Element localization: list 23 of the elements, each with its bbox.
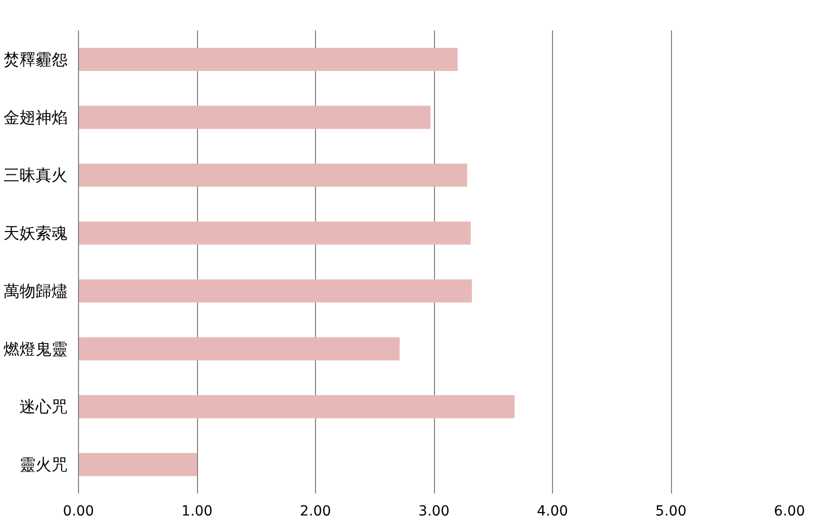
y-tick-label: 燃燈鬼靈 bbox=[4, 339, 68, 358]
y-tick-label: 三昧真火 bbox=[4, 166, 68, 185]
bar bbox=[78, 106, 430, 129]
x-tick-label: 6.00 bbox=[774, 504, 806, 518]
y-tick-label: 金翅神焰 bbox=[4, 108, 68, 127]
bar bbox=[78, 48, 458, 72]
y-tick-label: 焚釋霾怨 bbox=[4, 50, 68, 69]
bar bbox=[78, 395, 515, 418]
y-tick-label: 天妖索魂 bbox=[4, 224, 68, 243]
x-tick-label: 3.00 bbox=[418, 504, 450, 518]
x-tick-label: 5.00 bbox=[655, 504, 687, 518]
y-tick-label: 萬物歸燼 bbox=[4, 281, 68, 300]
y-tick-label: 靈火咒 bbox=[20, 455, 68, 474]
bar bbox=[78, 452, 197, 476]
x-tick-label: 4.00 bbox=[536, 504, 568, 518]
y-tick-label: 迷心咒 bbox=[20, 397, 68, 416]
bar bbox=[78, 164, 468, 187]
bar bbox=[78, 279, 472, 303]
x-tick-label: 0.00 bbox=[62, 504, 94, 518]
x-tick-label: 1.00 bbox=[181, 504, 213, 518]
bar bbox=[78, 337, 400, 360]
bar bbox=[78, 221, 471, 245]
x-tick-label: 2.00 bbox=[300, 504, 332, 518]
